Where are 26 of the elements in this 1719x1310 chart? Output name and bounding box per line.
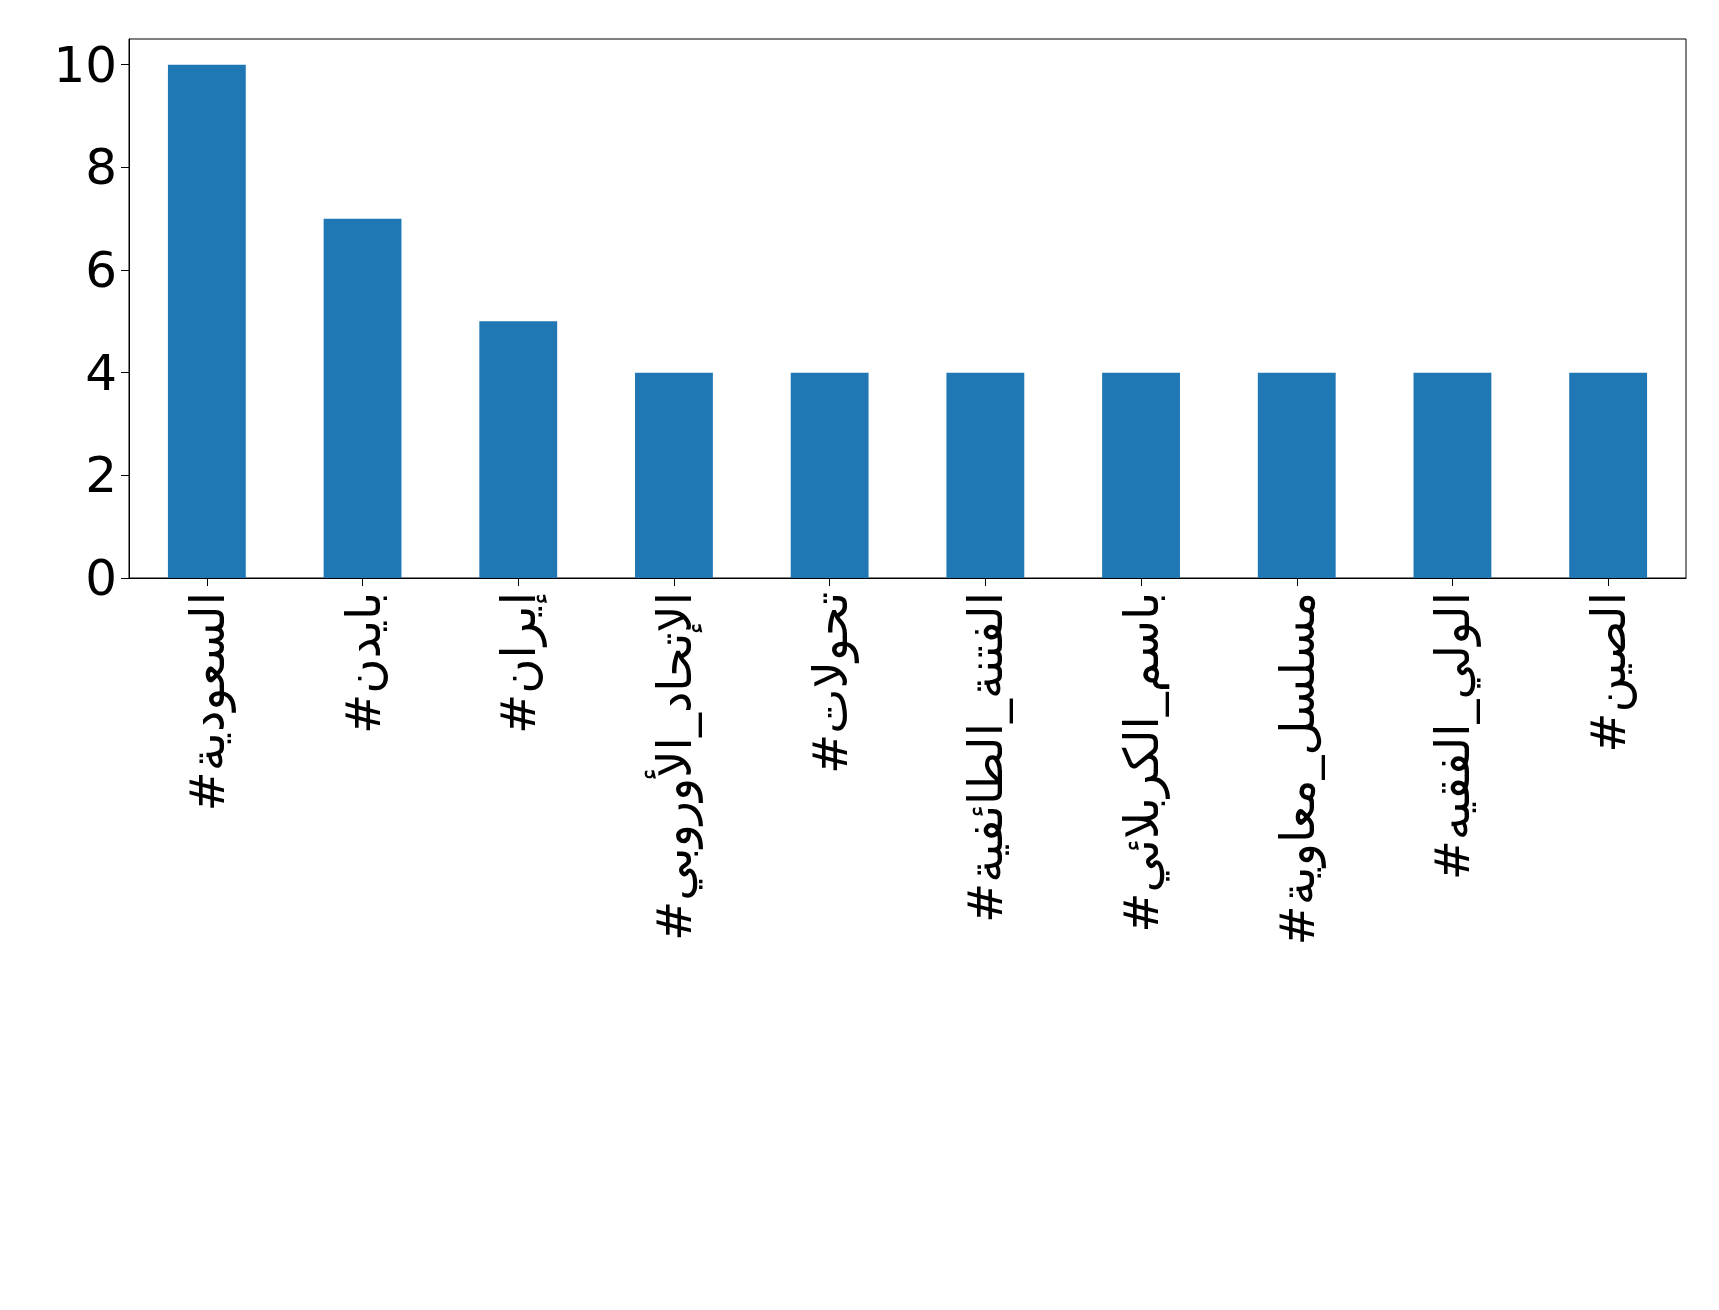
bar xyxy=(946,372,1025,578)
y-tick-label: 0 xyxy=(85,549,117,607)
y-tick-label: 8 xyxy=(85,138,117,197)
bar xyxy=(1569,372,1648,578)
x-tick-label: #الإتحاد_الأوروبي xyxy=(643,592,703,941)
x-tick-label: #الولي_الفقيه xyxy=(1424,592,1482,881)
x-tick-label: #تحولات xyxy=(801,592,859,774)
x-tick-label: #السعودية xyxy=(178,592,236,812)
bar xyxy=(1257,372,1336,578)
y-tick-label: 2 xyxy=(85,446,117,505)
x-tick-label: #مسلسل_معاوية xyxy=(1268,592,1326,946)
bar xyxy=(323,218,402,578)
x-tick-label: #إيران xyxy=(490,592,548,734)
bar xyxy=(635,372,713,578)
x-tick-label: #الفتنة_الطائفية xyxy=(957,592,1014,923)
y-tick-label: 4 xyxy=(85,343,117,402)
y-tick-label: 6 xyxy=(85,241,117,299)
bar xyxy=(167,64,246,578)
y-tick-label: 10 xyxy=(53,35,117,94)
x-tick-label: #بايدن xyxy=(334,592,391,735)
bar xyxy=(1102,372,1180,578)
x-tick-label: #باسم_الكربلائي xyxy=(1113,592,1171,933)
bar xyxy=(479,321,558,578)
x-tick-label: #الصين xyxy=(1580,592,1638,753)
bar xyxy=(790,372,869,578)
bar xyxy=(1413,372,1492,578)
